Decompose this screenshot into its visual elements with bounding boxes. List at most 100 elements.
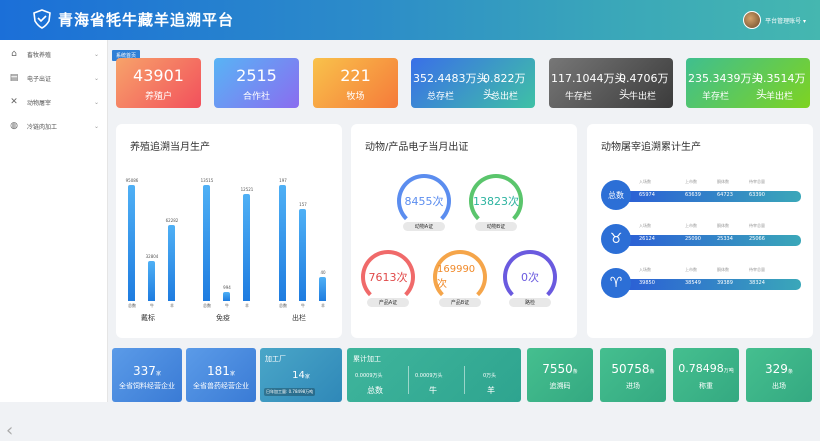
slaughter-header: 酮体数 bbox=[717, 267, 729, 272]
chart-bar[interactable] bbox=[168, 225, 175, 301]
card-processing-total[interactable]: 累计加工 0.0009万头 总数 0.0009万头 牛 0万头 羊 bbox=[347, 348, 521, 402]
card-entry[interactable]: 50758条 进场 bbox=[600, 348, 666, 402]
panel-certificates: 动物/产品电子当月出证 8455次 动物A证 13823次 动物B证 7613次… bbox=[351, 124, 577, 338]
panel-breeding-chart: 养殖追溯当月生产 95086 总数 32804 牛 62282 羊戴标 13515 总数 994… bbox=[116, 124, 342, 338]
sheep-icon: ♈ bbox=[601, 268, 631, 298]
slaughter-value: 0.822万头 bbox=[483, 72, 526, 101]
card-value: 0.78498 bbox=[678, 362, 724, 375]
cert-label: 动物A证 bbox=[403, 222, 445, 231]
stock-label: 总存栏 bbox=[427, 92, 455, 102]
stat-label: 合作社 bbox=[242, 92, 270, 102]
slaughter-icon: ✕ bbox=[10, 97, 18, 107]
bar-value-label: 994 bbox=[223, 285, 231, 291]
slaughter-label: 牛出栏 bbox=[629, 92, 657, 102]
stat-card-ranches[interactable]: 221 牧场 bbox=[313, 58, 398, 108]
sidebar-item-label: 畜牧养殖 bbox=[27, 51, 52, 59]
slaughter-value: 25066 bbox=[749, 236, 765, 242]
card-exit[interactable]: 329条 出场 bbox=[746, 348, 812, 402]
sidebar-item-meat[interactable]: ◍ 冷链肉加工 ⌄ bbox=[0, 114, 107, 138]
card-vet-companies[interactable]: 181家 全省兽药经营企业 bbox=[186, 348, 256, 402]
card-title: 累计加工 bbox=[353, 355, 381, 363]
group-label: 戴标 bbox=[141, 314, 155, 322]
slaughter-value: 26124 bbox=[639, 236, 655, 242]
slaughter-header: 待宰总量 bbox=[749, 223, 765, 228]
x-tick-label: 羊 bbox=[321, 303, 325, 308]
x-tick-label: 总数 bbox=[203, 303, 211, 308]
card-feed-companies[interactable]: 337家 全省饲料经营企业 bbox=[112, 348, 182, 402]
bar-value-label: 32804 bbox=[145, 253, 159, 259]
card-factories[interactable]: 加工厂 14家 日年加工量: 0.78498万吨 bbox=[260, 348, 342, 402]
cert-label: 产品A证 bbox=[367, 298, 409, 307]
bar-value-label: 157 bbox=[299, 201, 307, 207]
stat-card-farmers[interactable]: 43901 养殖户 bbox=[116, 58, 201, 108]
cert-label: 路检 bbox=[509, 298, 551, 307]
slaughter-header: 上市数 bbox=[685, 223, 697, 228]
chart-bar[interactable] bbox=[299, 208, 306, 301]
chevron-down-icon: ⌄ bbox=[93, 98, 99, 106]
stat-card-coops[interactable]: 2515 合作社 bbox=[214, 58, 299, 108]
card-value: 7550 bbox=[542, 362, 573, 376]
sidebar-item-label: 动物屠宰 bbox=[27, 99, 52, 107]
card-unit: 条 bbox=[649, 369, 655, 375]
x-tick-label: 羊 bbox=[245, 303, 249, 308]
yak-icon: ♉ bbox=[601, 224, 631, 254]
slaughter-header: 上市数 bbox=[685, 267, 697, 272]
slaughter-header: 入场数 bbox=[639, 267, 651, 272]
card-trace-codes[interactable]: 7550条 追溯码 bbox=[527, 348, 593, 402]
collapse-arrow-icon[interactable]: ‹ bbox=[6, 420, 14, 441]
stock-value: 352.4483万头 bbox=[413, 72, 488, 85]
chart-bar[interactable] bbox=[148, 260, 155, 301]
cert-value: 13823次 bbox=[473, 195, 519, 208]
shield-logo-icon bbox=[33, 9, 51, 29]
slaughter-value: 38324 bbox=[749, 280, 765, 286]
bar-value-label: 62282 bbox=[165, 218, 179, 224]
sidebar-item-livestock[interactable]: ⌂ 畜牧养殖 ⌄ bbox=[0, 42, 107, 66]
sidebar-item-slaughter[interactable]: ✕ 动物屠宰 ⌄ bbox=[0, 90, 107, 114]
cert-ring-road-check: 0次 bbox=[503, 250, 557, 304]
sidebar: ⌂ 畜牧养殖 ⌄ ▤ 电子出证 ⌄ ✕ 动物屠宰 ⌄ ◍ 冷链肉加工 ⌄ ‹ bbox=[0, 40, 108, 441]
slaughter-header: 酮体数 bbox=[717, 179, 729, 184]
x-tick-label: 总数 bbox=[279, 303, 287, 308]
cert-value: 0次 bbox=[521, 271, 539, 284]
chart-bar[interactable] bbox=[223, 292, 230, 301]
slaughter-header: 上市数 bbox=[685, 179, 697, 184]
slaughter-header: 酮体数 bbox=[717, 223, 729, 228]
chart-bar[interactable] bbox=[243, 193, 250, 301]
bar-value-label: 40 bbox=[320, 270, 326, 276]
chart-bar[interactable] bbox=[128, 185, 135, 301]
avatar bbox=[743, 11, 762, 29]
user-menu[interactable]: 平台管理账号 ▾ bbox=[743, 11, 806, 29]
cert-label: 动物B证 bbox=[475, 222, 517, 231]
card-unit: 万吨 bbox=[723, 368, 734, 374]
slaughter-value: 65974 bbox=[639, 192, 655, 198]
stat-card-yak-stock[interactable]: 117.1044万头 牛存栏 0.4706万头 牛出栏 bbox=[549, 58, 673, 108]
chart-bar[interactable] bbox=[319, 277, 326, 301]
slaughter-row: 总数 入场数 65974 上市数 63639 酮体数 64723 待宰总量 63390 bbox=[601, 172, 801, 214]
card-value: 0.0009万头 bbox=[355, 373, 383, 379]
tab-home[interactable]: 系统首页 bbox=[112, 50, 141, 61]
cert-ring-animal-a: 8455次 bbox=[397, 174, 451, 228]
card-value: 50758 bbox=[611, 362, 650, 376]
card-label: 进场 bbox=[626, 382, 640, 390]
stat-value: 43901 bbox=[133, 66, 184, 85]
divider bbox=[408, 366, 409, 394]
certificate-icon: ▤ bbox=[9, 73, 19, 83]
livestock-icon: ⌂ bbox=[11, 49, 17, 59]
slaughter-value: 0.3514万头 bbox=[756, 72, 806, 101]
card-label: 全省饲料经营企业 bbox=[119, 382, 175, 390]
card-unit: 家 bbox=[229, 371, 235, 377]
card-value: 337 bbox=[133, 364, 156, 378]
stock-value: 235.3439万头 bbox=[688, 72, 763, 85]
stat-card-total-stock[interactable]: 352.4483万头 总存栏 0.822万头 总出栏 bbox=[411, 58, 535, 108]
stat-value: 221 bbox=[340, 66, 371, 85]
cert-ring-animal-b: 13823次 bbox=[469, 174, 523, 228]
chart-bar[interactable] bbox=[279, 185, 286, 301]
slaughter-value: 25090 bbox=[685, 236, 701, 242]
stock-label: 羊存栏 bbox=[702, 92, 730, 102]
chart-bar[interactable] bbox=[203, 185, 210, 301]
stat-card-sheep-stock[interactable]: 235.3439万头 羊存栏 0.3514万头 羊出栏 bbox=[686, 58, 810, 108]
card-weighing[interactable]: 0.78498万吨 称重 bbox=[673, 348, 739, 402]
sidebar-item-certificate[interactable]: ▤ 电子出证 ⌄ bbox=[0, 66, 107, 90]
user-name: 平台管理账号 ▾ bbox=[765, 17, 806, 25]
bar-value-label: 13515 bbox=[200, 178, 214, 183]
